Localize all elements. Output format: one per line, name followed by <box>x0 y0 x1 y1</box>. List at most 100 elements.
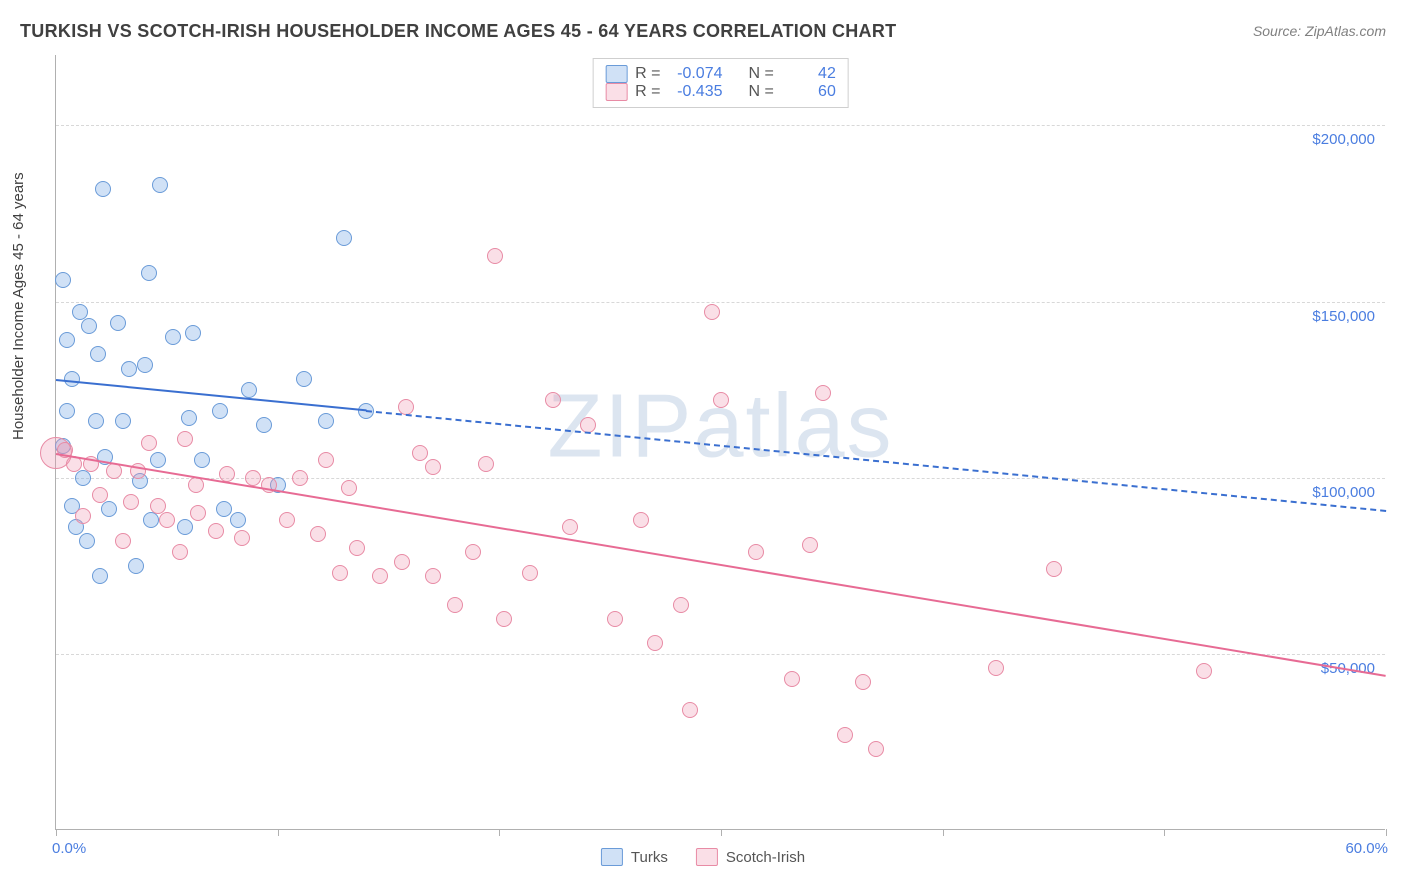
scatter-point-scotch_irish <box>141 435 157 451</box>
chart-source: Source: ZipAtlas.com <box>1253 23 1386 39</box>
gridline <box>56 654 1385 655</box>
n-value-turks: 42 <box>782 65 836 83</box>
trend-line <box>366 410 1386 512</box>
scatter-point-scotch_irish <box>704 304 720 320</box>
scatter-point-scotch_irish <box>607 611 623 627</box>
scatter-point-scotch_irish <box>1046 561 1062 577</box>
scatter-point-scotch_irish <box>190 505 206 521</box>
scatter-point-scotch_irish <box>394 554 410 570</box>
scatter-point-scotch_irish <box>208 523 224 539</box>
scatter-point-scotch_irish <box>748 544 764 560</box>
scatter-point-turks <box>79 533 95 549</box>
scatter-point-turks <box>128 558 144 574</box>
scatter-point-turks <box>296 371 312 387</box>
scatter-point-scotch_irish <box>349 540 365 556</box>
scatter-point-turks <box>95 181 111 197</box>
scatter-point-turks <box>318 413 334 429</box>
scatter-point-scotch_irish <box>562 519 578 535</box>
x-tick <box>721 829 722 836</box>
swatch-scotch-irish <box>605 83 627 101</box>
x-tick <box>278 829 279 836</box>
scatter-point-scotch_irish <box>159 512 175 528</box>
y-axis-title: Householder Income Ages 45 - 64 years <box>10 172 27 440</box>
x-tick <box>56 829 57 836</box>
scatter-point-turks <box>115 413 131 429</box>
scatter-point-scotch_irish <box>647 635 663 651</box>
scatter-point-scotch_irish <box>478 456 494 472</box>
scatter-point-turks <box>212 403 228 419</box>
scatter-point-scotch_irish <box>784 671 800 687</box>
chart-title: TURKISH VS SCOTCH-IRISH HOUSEHOLDER INCO… <box>20 21 896 42</box>
gridline <box>56 302 1385 303</box>
swatch-turks <box>601 848 623 866</box>
scatter-point-scotch_irish <box>815 385 831 401</box>
scatter-point-turks <box>121 361 137 377</box>
x-tick <box>1164 829 1165 836</box>
scatter-point-scotch_irish <box>177 431 193 447</box>
x-tick <box>943 829 944 836</box>
legend-label: Scotch-Irish <box>726 849 805 866</box>
scatter-point-scotch_irish <box>988 660 1004 676</box>
chart-header: TURKISH VS SCOTCH-IRISH HOUSEHOLDER INCO… <box>20 16 1386 46</box>
swatch-scotch-irish <box>696 848 718 866</box>
y-tick-label: $150,000 <box>1312 308 1375 325</box>
x-tick <box>499 829 500 836</box>
r-value-turks: -0.074 <box>669 65 723 83</box>
scatter-point-scotch_irish <box>75 508 91 524</box>
scatter-point-scotch_irish <box>123 494 139 510</box>
y-tick-label: $100,000 <box>1312 484 1375 501</box>
legend-label: Turks <box>631 849 668 866</box>
scatter-point-scotch_irish <box>855 674 871 690</box>
n-label: N = <box>749 65 774 83</box>
scatter-point-turks <box>194 452 210 468</box>
scatter-point-turks <box>256 417 272 433</box>
legend-item-turks: Turks <box>601 848 668 866</box>
scatter-point-turks <box>141 265 157 281</box>
scatter-point-scotch_irish <box>522 565 538 581</box>
scatter-point-turks <box>59 403 75 419</box>
scatter-point-turks <box>185 325 201 341</box>
watermark-text: ZIPatlas <box>547 375 893 478</box>
scatter-point-scotch_irish <box>868 741 884 757</box>
series-legend: Turks Scotch-Irish <box>601 848 805 866</box>
scatter-point-scotch_irish <box>545 392 561 408</box>
scatter-point-turks <box>88 413 104 429</box>
scatter-point-turks <box>81 318 97 334</box>
swatch-turks <box>605 65 627 83</box>
legend-item-scotch-irish: Scotch-Irish <box>696 848 805 866</box>
scatter-point-turks <box>137 357 153 373</box>
scatter-point-scotch_irish <box>310 526 326 542</box>
correlation-row-scotch-irish: R = -0.435 N = 60 <box>605 83 836 101</box>
scatter-chart: ZIPatlas R = -0.074 N = 42 R = -0.435 N … <box>55 55 1385 830</box>
scatter-point-turks <box>59 332 75 348</box>
trend-line <box>56 453 1386 677</box>
scatter-point-scotch_irish <box>341 480 357 496</box>
scatter-point-turks <box>336 230 352 246</box>
scatter-point-scotch_irish <box>425 568 441 584</box>
scatter-point-turks <box>143 512 159 528</box>
scatter-point-scotch_irish <box>837 727 853 743</box>
correlation-row-turks: R = -0.074 N = 42 <box>605 65 836 83</box>
scatter-point-turks <box>110 315 126 331</box>
scatter-point-turks <box>90 346 106 362</box>
scatter-point-scotch_irish <box>332 565 348 581</box>
scatter-point-scotch_irish <box>633 512 649 528</box>
scatter-point-scotch_irish <box>172 544 188 560</box>
scatter-point-turks <box>152 177 168 193</box>
scatter-point-turks <box>55 272 71 288</box>
scatter-point-scotch_irish <box>292 470 308 486</box>
trend-line <box>56 379 367 411</box>
scatter-point-turks <box>165 329 181 345</box>
scatter-point-scotch_irish <box>245 470 261 486</box>
scatter-point-turks <box>181 410 197 426</box>
gridline <box>56 125 1385 126</box>
scatter-point-turks <box>75 470 91 486</box>
scatter-point-scotch_irish <box>92 487 108 503</box>
n-label: N = <box>749 83 774 101</box>
y-tick-label: $200,000 <box>1312 131 1375 148</box>
r-label: R = <box>635 83 660 101</box>
n-value-scotch-irish: 60 <box>782 83 836 101</box>
scatter-point-scotch_irish <box>234 530 250 546</box>
scatter-point-scotch_irish <box>682 702 698 718</box>
scatter-point-scotch_irish <box>425 459 441 475</box>
